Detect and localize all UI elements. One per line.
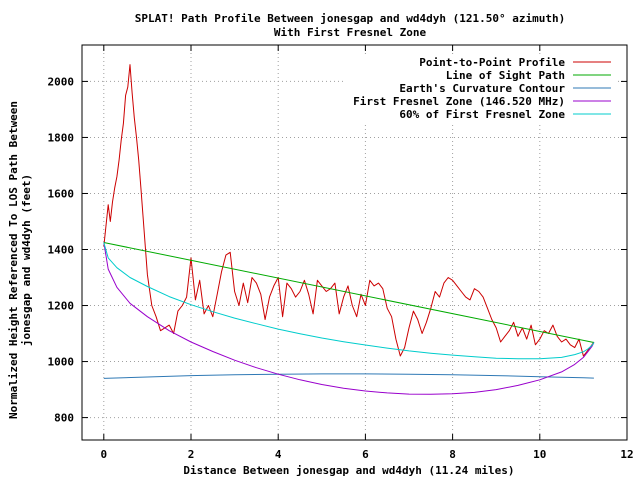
series-group <box>103 64 595 395</box>
x-axis-label: Distance Between jonesgap and wd4dyh (11… <box>183 464 514 477</box>
plot-frame <box>81 44 628 441</box>
x-tick-label: 0 <box>100 448 107 461</box>
chart-title: SPLAT! Path Profile Between jonesgap and… <box>135 12 565 25</box>
x-tick-label: 2 <box>188 448 195 461</box>
chart-subtitle: With First Fresnel Zone <box>274 26 427 39</box>
axis-ticks: 0 2 4 6 8 10 12 800 1000 1200 1400 1600 1800 2000 <box>48 45 634 461</box>
y-axis-label-line-1: Normalized Height Referenced To LOS Path… <box>7 101 20 419</box>
legend-label: Line of Sight Path <box>446 69 565 82</box>
y-tick-label: 1000 <box>48 356 75 369</box>
x-tick-label: 10 <box>533 448 546 461</box>
series-line-4 <box>103 242 595 360</box>
y-axis-label-line-2: jonesgap and wd4dyh (feet) <box>20 174 33 346</box>
legend-background <box>346 54 618 122</box>
y-tick-label: 1400 <box>48 244 75 257</box>
y-tick-label: 1200 <box>48 300 75 313</box>
legend-label: Earth's Curvature Contour <box>399 82 565 95</box>
x-tick-label: 8 <box>449 448 456 461</box>
y-tick-label: 1600 <box>48 187 75 200</box>
legend-label: First Fresnel Zone (146.520 MHz) <box>353 95 565 108</box>
legend-label: Point-to-Point Profile <box>419 56 565 69</box>
y-tick-label: 2000 <box>48 75 75 88</box>
legend-label: 60% of First Fresnel Zone <box>399 108 565 121</box>
series-line-3 <box>103 242 595 395</box>
x-tick-label: 6 <box>362 448 369 461</box>
series-line-1 <box>103 242 594 343</box>
y-tick-label: 1800 <box>48 131 75 144</box>
x-tick-label: 4 <box>275 448 282 461</box>
x-tick-label: 12 <box>620 448 633 461</box>
y-tick-label: 800 <box>54 412 74 425</box>
series-line-2 <box>103 373 594 379</box>
